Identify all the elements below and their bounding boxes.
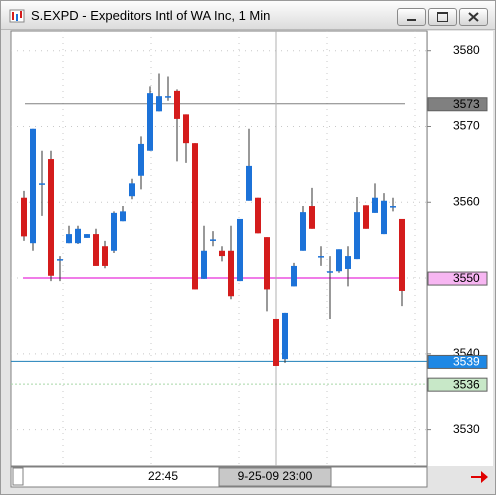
candle-body (120, 211, 126, 222)
level-label: 3539 (453, 355, 480, 369)
level-label-box (427, 271, 488, 286)
candle-body (291, 265, 297, 287)
candle-body (363, 205, 369, 229)
candle-body (183, 114, 189, 144)
candle-body (30, 128, 36, 244)
candle-body (165, 96, 171, 98)
candle-body (255, 197, 261, 234)
candle-body (210, 239, 216, 241)
candle-body (129, 183, 135, 197)
scroll-thumb[interactable] (12, 467, 24, 486)
y-tick-label: 3580 (453, 43, 480, 57)
level-label-box (427, 377, 488, 392)
candle-body (192, 143, 198, 290)
window-title: S.EXPD - Expeditors Intl of WA Inc, 1 Mi… (31, 8, 271, 23)
candle-body (327, 271, 333, 273)
candle-body (84, 234, 90, 238)
candle-body (102, 246, 108, 266)
chart: 3530354035503560357035803573355035393536… (10, 30, 493, 488)
y-tick-label: 3570 (453, 119, 480, 133)
candle-body (282, 312, 288, 360)
candle-body (48, 159, 54, 276)
candle-body (273, 318, 279, 366)
candle-body (219, 250, 225, 257)
candle-body (318, 256, 324, 258)
candle-body (354, 212, 360, 260)
candle-body (156, 96, 162, 112)
level-label-box (427, 354, 488, 369)
candle-body (399, 218, 405, 291)
plot-area (10, 30, 428, 467)
maximize-button[interactable] (428, 8, 457, 26)
candle-body (66, 234, 72, 244)
candle-body (201, 250, 207, 279)
close-button[interactable] (459, 8, 488, 26)
level-label: 3550 (453, 271, 480, 285)
candle-body (111, 212, 117, 251)
candle-body (138, 143, 144, 176)
candle-body (174, 90, 180, 119)
level-label: 3536 (453, 377, 480, 391)
level-label-box (427, 97, 488, 112)
y-tick-label: 3560 (453, 194, 480, 208)
candle-body (336, 249, 342, 272)
x-label-box (218, 467, 332, 487)
x-label: 9-25-09 23:00 (238, 469, 313, 483)
candle-body (264, 237, 270, 290)
candle-body (147, 93, 153, 151)
candle-body (390, 206, 396, 208)
candle-body (39, 183, 45, 185)
candle-body (309, 206, 315, 229)
level-label: 3573 (453, 97, 480, 111)
candle-body (21, 197, 27, 237)
candle-body (75, 228, 81, 244)
y-tick-label: 3530 (453, 422, 480, 436)
title-bar: S.EXPD - Expeditors Intl of WA Inc, 1 Mi… (1, 1, 495, 30)
candle-body (93, 234, 99, 266)
minimize-button[interactable] (397, 8, 426, 26)
scroll-arrow[interactable] (471, 471, 488, 483)
candle-body (237, 218, 243, 282)
candle-body (228, 250, 234, 297)
candle-body (345, 256, 351, 269)
candle-body (372, 197, 378, 213)
candle-body (246, 165, 252, 201)
app-icon (9, 9, 25, 23)
candle-body (381, 200, 387, 235)
x-label: 22:45 (148, 469, 178, 483)
candle-body (300, 212, 306, 251)
candle-body (57, 259, 63, 261)
